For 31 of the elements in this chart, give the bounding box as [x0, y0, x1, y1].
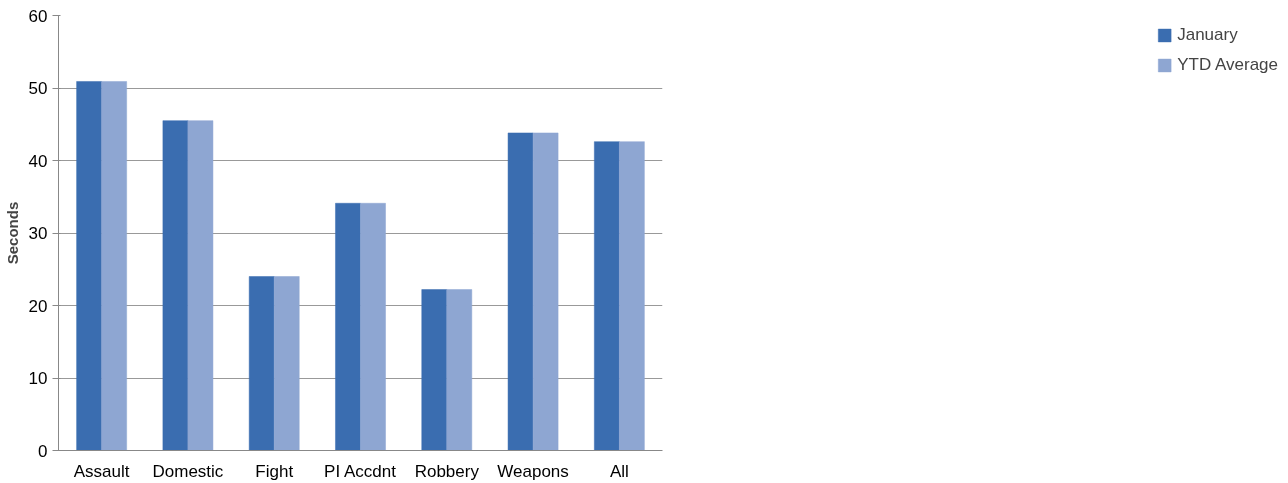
y-tick-label: 40 [28, 151, 48, 171]
bar [273, 276, 300, 451]
x-tick-label: Domestic [152, 461, 224, 481]
x-tick-label: All [609, 461, 629, 481]
x-tick-label: Weapons [497, 461, 569, 481]
y-tick-label: 60 [28, 6, 48, 26]
x-tick-label: PI Accdnt [324, 461, 397, 481]
bar [162, 120, 189, 451]
y-tick-label: 0 [38, 441, 48, 461]
bar [446, 289, 473, 451]
y-tick-label: 30 [28, 224, 48, 243]
bar [594, 141, 620, 451]
bar [187, 120, 214, 451]
legend-label: YTD Average [1177, 55, 1278, 75]
y-tick-label: 10 [28, 369, 48, 388]
bar [421, 289, 448, 451]
bar [248, 276, 275, 451]
x-tick-label: Fight [255, 461, 294, 481]
bar [532, 132, 559, 451]
bar [619, 141, 645, 451]
bar [360, 203, 386, 451]
x-tick-label: Robbery [414, 461, 480, 481]
bar [76, 81, 102, 451]
bar [335, 203, 361, 451]
bar [101, 81, 127, 451]
y-tick-label: 20 [28, 296, 48, 316]
legend-label: January [1177, 25, 1238, 45]
y-axis-title: Seconds [3, 201, 21, 265]
bar [507, 132, 534, 451]
x-tick-label: Assault [73, 461, 130, 481]
y-tick-label: 50 [28, 79, 48, 98]
